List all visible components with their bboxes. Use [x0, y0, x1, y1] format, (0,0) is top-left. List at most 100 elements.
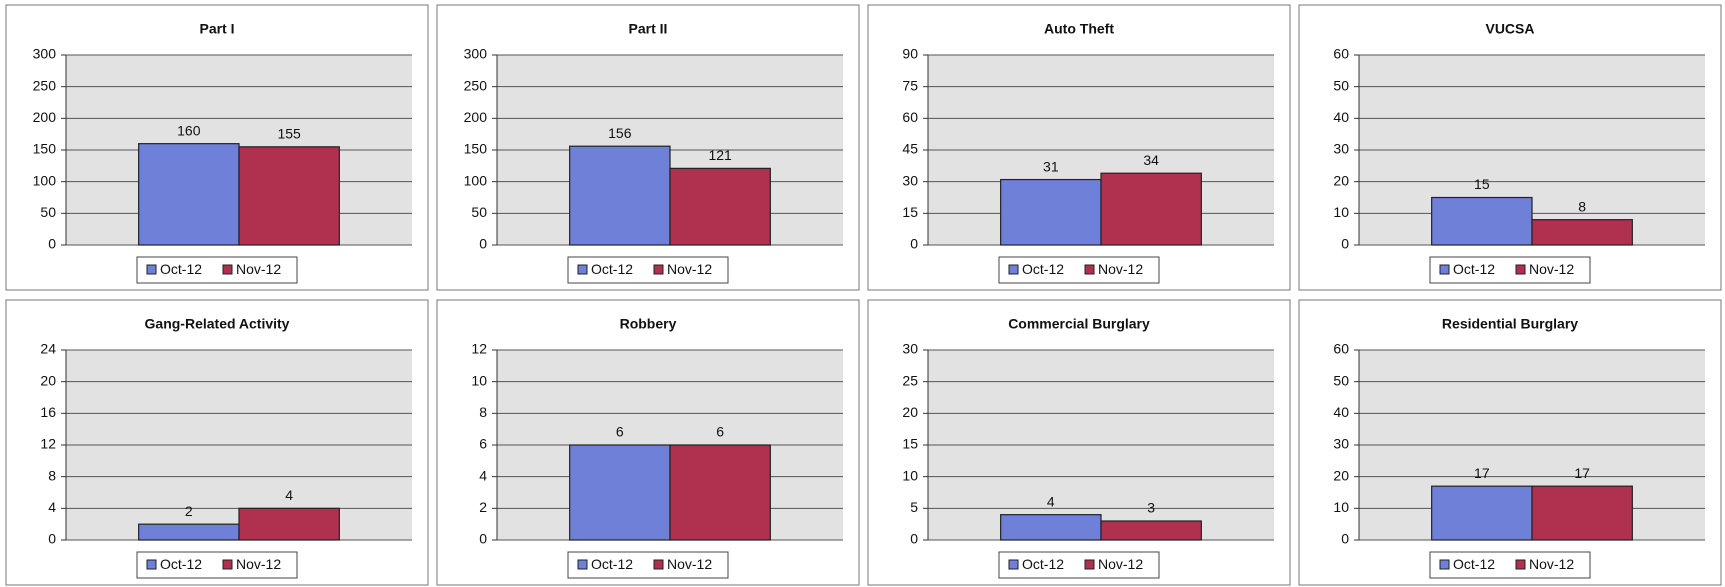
- bar: [138, 143, 240, 246]
- y-tick-label: 40: [1333, 109, 1349, 125]
- data-label: 17: [1574, 465, 1590, 481]
- legend: [1429, 256, 1591, 284]
- legend-swatch: [222, 264, 233, 275]
- bar: [1531, 219, 1633, 246]
- legend-swatch: [1515, 559, 1526, 570]
- y-tick-label: 0: [479, 236, 487, 252]
- chart-title: VUCSA: [1485, 21, 1534, 37]
- y-tick-label: 250: [464, 77, 488, 93]
- legend: [998, 551, 1160, 579]
- y-tick-label: 30: [902, 341, 918, 357]
- data-label: 8: [1578, 198, 1586, 214]
- y-tick-label: 30: [1333, 141, 1349, 157]
- y-tick-label: 50: [471, 204, 487, 220]
- chart-title: Robbery: [620, 316, 677, 332]
- y-tick-label: 4: [479, 467, 487, 483]
- data-label: 31: [1043, 158, 1059, 174]
- legend-label: Nov-12: [1529, 556, 1574, 572]
- legend: [567, 256, 729, 284]
- legend-label: Oct-12: [1022, 556, 1064, 572]
- y-tick-label: 90: [902, 46, 918, 62]
- legend: [998, 256, 1160, 284]
- legend-swatch: [577, 264, 588, 275]
- legend-label: Oct-12: [1022, 261, 1064, 277]
- y-tick-label: 20: [1333, 172, 1349, 188]
- legend-label: Oct-12: [591, 261, 633, 277]
- legend: [136, 256, 298, 284]
- y-tick-label: 50: [40, 204, 56, 220]
- y-tick-label: 10: [1333, 204, 1349, 220]
- y-tick-label: 12: [40, 436, 56, 452]
- bar: [1431, 485, 1533, 541]
- data-label: 2: [185, 503, 193, 519]
- chart-title: Part I: [199, 21, 234, 37]
- bar: [1531, 485, 1633, 541]
- y-tick-label: 60: [902, 109, 918, 125]
- legend: [1429, 551, 1591, 579]
- data-label: 34: [1143, 152, 1159, 168]
- y-tick-label: 30: [902, 172, 918, 188]
- bar: [1431, 196, 1533, 246]
- bar: [238, 146, 340, 246]
- y-tick-label: 0: [910, 236, 918, 252]
- y-tick-label: 0: [48, 236, 56, 252]
- legend-swatch: [1008, 264, 1019, 275]
- data-label: 121: [708, 147, 732, 163]
- legend-label: Nov-12: [667, 556, 712, 572]
- y-tick-label: 10: [471, 372, 487, 388]
- y-tick-label: 10: [902, 467, 918, 483]
- legend-swatch: [1008, 559, 1019, 570]
- data-label: 155: [277, 126, 301, 142]
- y-tick-label: 300: [33, 46, 57, 62]
- y-tick-label: 50: [1333, 77, 1349, 93]
- legend-label: Nov-12: [236, 261, 281, 277]
- legend-label: Oct-12: [1453, 556, 1495, 572]
- y-tick-label: 0: [910, 531, 918, 547]
- legend-label: Oct-12: [160, 556, 202, 572]
- y-tick-label: 8: [479, 404, 487, 420]
- legend-label: Oct-12: [591, 556, 633, 572]
- bar: [669, 167, 771, 246]
- data-label: 17: [1474, 465, 1490, 481]
- bar: [669, 444, 771, 541]
- legend-label: Nov-12: [1098, 261, 1143, 277]
- y-tick-label: 12: [471, 341, 487, 357]
- y-tick-label: 15: [902, 204, 918, 220]
- legend-swatch: [1084, 559, 1095, 570]
- bar: [1000, 178, 1102, 246]
- chart-title: Commercial Burglary: [1008, 316, 1150, 332]
- y-tick-label: 4: [48, 499, 56, 515]
- y-tick-label: 100: [33, 172, 57, 188]
- y-tick-label: 10: [1333, 499, 1349, 515]
- y-tick-label: 60: [1333, 341, 1349, 357]
- y-tick-label: 24: [40, 341, 56, 357]
- y-tick-label: 75: [902, 77, 918, 93]
- legend-swatch: [146, 559, 157, 570]
- y-tick-label: 16: [40, 404, 56, 420]
- y-tick-label: 100: [464, 172, 488, 188]
- y-tick-label: 50: [1333, 372, 1349, 388]
- y-tick-label: 30: [1333, 436, 1349, 452]
- data-label: 6: [616, 424, 624, 440]
- y-tick-label: 40: [1333, 404, 1349, 420]
- y-tick-label: 250: [33, 77, 57, 93]
- y-tick-label: 20: [40, 372, 56, 388]
- legend-label: Nov-12: [1529, 261, 1574, 277]
- legend-swatch: [577, 559, 588, 570]
- legend: [567, 551, 729, 579]
- chart-title: Gang-Related Activity: [145, 316, 290, 332]
- y-tick-label: 20: [902, 404, 918, 420]
- bar: [1000, 514, 1102, 541]
- y-tick-label: 300: [464, 46, 488, 62]
- data-label: 4: [285, 487, 293, 503]
- data-label: 156: [608, 125, 632, 141]
- legend-label: Nov-12: [236, 556, 281, 572]
- legend-label: Oct-12: [160, 261, 202, 277]
- y-tick-label: 20: [1333, 467, 1349, 483]
- bar: [1100, 520, 1202, 541]
- legend-swatch: [653, 264, 664, 275]
- legend-swatch: [1439, 559, 1450, 570]
- y-tick-label: 200: [33, 109, 57, 125]
- y-tick-label: 150: [33, 141, 57, 157]
- bar: [569, 145, 671, 246]
